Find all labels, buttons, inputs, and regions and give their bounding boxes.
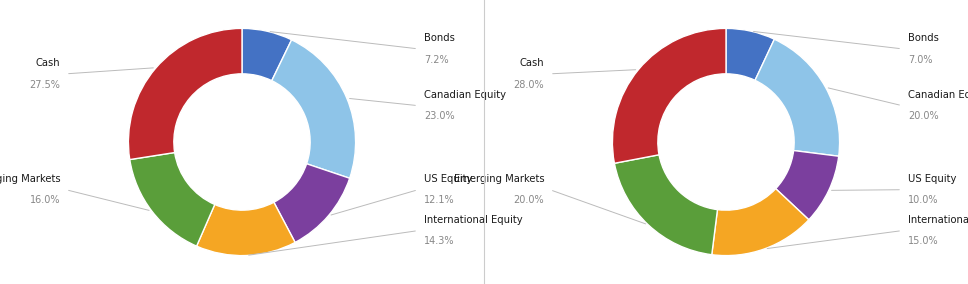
Wedge shape: [129, 28, 242, 160]
Text: Canadian Equity: Canadian Equity: [908, 90, 968, 100]
Wedge shape: [711, 189, 809, 256]
Text: 28.0%: 28.0%: [514, 80, 544, 89]
Wedge shape: [726, 28, 774, 80]
Wedge shape: [272, 40, 355, 178]
Text: Emerging Markets: Emerging Markets: [454, 174, 544, 184]
Text: Cash: Cash: [520, 58, 544, 68]
Text: US Equity: US Equity: [908, 174, 956, 184]
Wedge shape: [613, 28, 726, 163]
Text: 20.0%: 20.0%: [514, 195, 544, 205]
Text: 15.0%: 15.0%: [908, 236, 938, 246]
Text: Bonds: Bonds: [908, 33, 939, 43]
Text: International Equity: International Equity: [908, 215, 968, 225]
Text: 14.3%: 14.3%: [424, 236, 454, 246]
Text: International Equity: International Equity: [424, 215, 523, 225]
Wedge shape: [775, 151, 838, 220]
Text: Emerging Markets: Emerging Markets: [0, 174, 60, 184]
Text: 16.0%: 16.0%: [30, 195, 60, 205]
Text: Bonds: Bonds: [424, 33, 455, 43]
Wedge shape: [197, 202, 295, 256]
Wedge shape: [242, 28, 291, 81]
Text: Cash: Cash: [36, 58, 60, 68]
Text: 10.0%: 10.0%: [908, 195, 938, 205]
Text: 23.0%: 23.0%: [424, 111, 454, 121]
Text: 20.0%: 20.0%: [908, 111, 938, 121]
Text: Canadian Equity: Canadian Equity: [424, 90, 505, 100]
Wedge shape: [615, 155, 717, 255]
Wedge shape: [274, 164, 349, 243]
Text: 7.0%: 7.0%: [908, 55, 932, 64]
Wedge shape: [130, 153, 215, 246]
Text: US Equity: US Equity: [424, 174, 472, 184]
Text: 7.2%: 7.2%: [424, 55, 448, 64]
Wedge shape: [755, 39, 839, 156]
Text: 27.5%: 27.5%: [29, 80, 60, 89]
Text: 12.1%: 12.1%: [424, 195, 454, 205]
